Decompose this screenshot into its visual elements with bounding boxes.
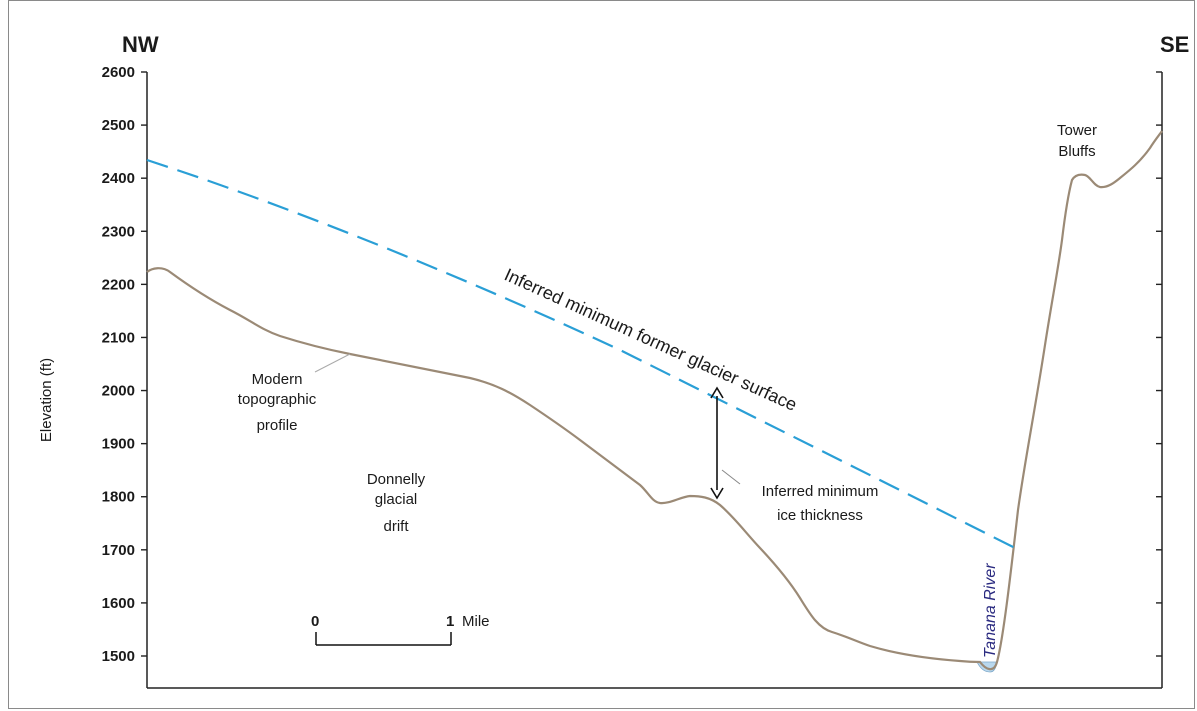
ice-thickness-label-1: Inferred minimum [762,483,879,500]
scale-bar-end-label: 1 [446,613,454,630]
drift-label-1: Donnelly [367,471,426,488]
tick-label-2300: 2300 [102,223,135,240]
modern-profile-label-3: profile [257,417,298,434]
drift-label-3: drift [383,518,409,535]
modern-topographic-profile-line [146,130,1163,671]
direction-nw-label: NW [122,32,159,57]
tick-label-2200: 2200 [102,276,135,293]
elevation-tick-labels: 2600 2500 2400 2300 2200 2100 2000 1900 1800 1700… [102,64,135,665]
glacier-surface-label: Inferred minimum former glacier surface [501,264,800,415]
left-axis-ticks [141,71,147,657]
glacier-surface-dashed-line [146,158,1016,549]
tick-label-2100: 2100 [102,329,135,346]
scale-bar [315,632,452,646]
ice-thickness-leader-line [721,469,741,485]
modern-profile-label-2: topographic [238,391,317,408]
scale-bar-start-label: 0 [311,613,319,630]
modern-profile-leader-line [314,353,351,373]
tick-label-2500: 2500 [102,117,135,134]
tick-label-1500: 1500 [102,648,135,665]
tanana-river-label: Tanana River [982,563,999,658]
tick-label-1600: 1600 [102,595,135,612]
tick-label-1800: 1800 [102,489,135,506]
scale-bar-unit-label: Mile [462,613,490,630]
figure-frame [8,0,1195,709]
tick-label-1700: 1700 [102,542,135,559]
right-axis-ticks [1156,71,1162,657]
tower-bluffs-label-1: Tower [1057,122,1097,139]
ice-thickness-arrow [710,386,724,500]
tower-bluffs-label-2: Bluffs [1058,143,1095,160]
ice-thickness-label-2: ice thickness [777,507,863,524]
drift-label-2: glacial [375,491,418,508]
tick-label-2400: 2400 [102,170,135,187]
direction-se-label: SE [1160,32,1189,57]
modern-profile-label-1: Modern [252,371,303,388]
tick-label-2000: 2000 [102,383,135,400]
tick-label-2600: 2600 [102,64,135,81]
tick-label-1900: 1900 [102,436,135,453]
y-axis-title: Elevation (ft) [38,358,55,442]
